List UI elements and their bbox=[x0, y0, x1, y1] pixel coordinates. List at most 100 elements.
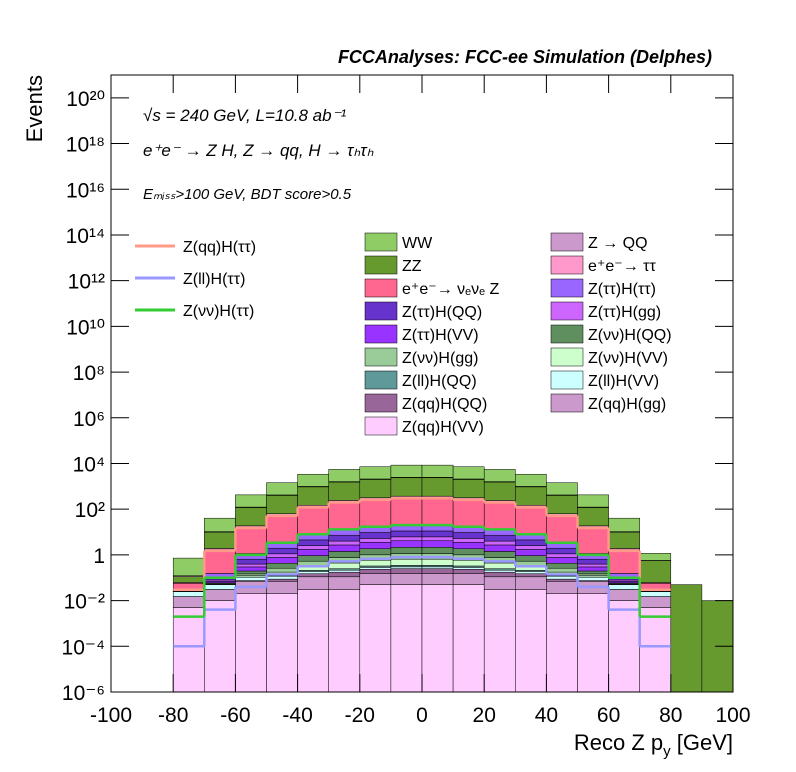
bar-segment bbox=[515, 589, 547, 693]
bar-segment bbox=[546, 562, 578, 569]
bar-segment bbox=[328, 576, 361, 590]
y-tick-label: 10¹⁸ bbox=[66, 134, 105, 157]
bar-segment bbox=[172, 607, 205, 693]
legend-label: Z(ll)H(QQ) bbox=[402, 373, 477, 390]
x-tick-label: -20 bbox=[345, 704, 375, 727]
bar-segment bbox=[483, 540, 516, 546]
bar-segment bbox=[452, 569, 485, 574]
legend-swatch bbox=[364, 232, 398, 252]
y-tick-label: 10⁴ bbox=[73, 453, 105, 476]
x-tick-label: 100 bbox=[715, 704, 750, 727]
bar-segment bbox=[390, 568, 423, 574]
bar-segment bbox=[577, 573, 609, 576]
bar-segment bbox=[297, 576, 329, 590]
bar-segment bbox=[608, 517, 640, 532]
bar-segment bbox=[515, 576, 547, 590]
bar-segment bbox=[297, 539, 329, 546]
legend-label: e⁺e⁻→ ττ bbox=[588, 258, 656, 275]
bar-segment bbox=[266, 562, 298, 569]
bar-segment bbox=[359, 538, 392, 543]
bar-segment bbox=[608, 589, 640, 601]
bar-segment bbox=[204, 589, 236, 601]
bar-segment bbox=[639, 553, 672, 561]
legend-label: Z(qq)H(QQ) bbox=[402, 396, 487, 413]
bar-segment bbox=[483, 576, 516, 590]
bar-segment bbox=[390, 464, 423, 478]
bar-segment bbox=[515, 571, 547, 574]
bar-segment bbox=[515, 506, 547, 534]
legend-label: ZZ bbox=[402, 258, 422, 275]
x-tick-label: -60 bbox=[220, 704, 250, 727]
legend-label: WW bbox=[402, 235, 433, 252]
bar-segment bbox=[328, 544, 361, 552]
y-tick-label: 10¹⁴ bbox=[66, 225, 105, 248]
bar-segment bbox=[483, 534, 516, 542]
bar-segment bbox=[483, 469, 516, 482]
bar-segment bbox=[297, 486, 329, 506]
bar-segment bbox=[359, 548, 392, 556]
bar-segment bbox=[639, 560, 672, 583]
legend-swatch bbox=[550, 255, 584, 275]
y-tick-label: 10¹² bbox=[68, 271, 105, 294]
bar-segment bbox=[328, 589, 361, 693]
legend-label: Z(νν)H(QQ) bbox=[588, 327, 672, 344]
x-tick-label: -100 bbox=[90, 704, 132, 727]
bar-segment bbox=[359, 498, 392, 527]
bar-segment bbox=[328, 501, 361, 530]
bar-segment bbox=[421, 536, 454, 542]
bar-segment bbox=[546, 547, 578, 555]
bar-segment bbox=[359, 542, 392, 549]
bar-segment bbox=[359, 479, 392, 499]
bar-segment bbox=[577, 566, 609, 572]
bar-segment bbox=[515, 573, 547, 578]
bar-segment bbox=[577, 527, 609, 554]
bar-segment bbox=[390, 566, 423, 569]
bar-segment bbox=[297, 545, 329, 550]
x-tick-label: -80 bbox=[158, 704, 188, 727]
bar-segment bbox=[390, 584, 423, 693]
bar-segment bbox=[546, 581, 578, 594]
bar-segment bbox=[266, 581, 298, 594]
bar-segment bbox=[421, 530, 454, 538]
bar-segment bbox=[577, 558, 609, 565]
bar-segment bbox=[421, 540, 454, 548]
bar-segment bbox=[577, 570, 609, 575]
legend-swatch bbox=[550, 324, 584, 344]
bar-segment bbox=[328, 569, 361, 573]
legend-label: Z(ττ)H(ττ) bbox=[588, 281, 656, 298]
bar-segment bbox=[359, 466, 392, 480]
bar-segment bbox=[483, 569, 516, 573]
legend-swatch bbox=[364, 278, 398, 298]
bar-segment bbox=[297, 473, 329, 487]
legend-label: Z(ττ)H(gg) bbox=[588, 304, 661, 321]
bar-segment bbox=[266, 553, 298, 558]
y-tick-label: 10⁶ bbox=[73, 408, 105, 431]
x-tick-label: 60 bbox=[597, 704, 620, 727]
x-label-part: [GeV] bbox=[671, 730, 733, 755]
bar-segment bbox=[452, 466, 485, 480]
chart-title: FCCAnalyses: FCC-ee Simulation (Delphes) bbox=[338, 47, 712, 67]
legend-label: Z(νν)H(gg) bbox=[402, 350, 478, 367]
legend-label: Z(qq)H(gg) bbox=[588, 396, 666, 413]
bar-segment bbox=[639, 596, 672, 608]
legend-swatch bbox=[550, 232, 584, 252]
bar-segment bbox=[390, 530, 423, 538]
bar-segment bbox=[204, 517, 236, 532]
bar-segment bbox=[483, 562, 516, 569]
bar-segment bbox=[328, 534, 361, 542]
y-tick-label: 10² bbox=[75, 499, 105, 522]
bar-segment bbox=[235, 570, 267, 575]
bar-segment bbox=[515, 549, 547, 556]
y-tick-label: 10¹⁶ bbox=[66, 179, 105, 202]
bar-segment bbox=[266, 547, 298, 555]
bar-segment bbox=[670, 584, 703, 693]
bar-segment bbox=[204, 531, 236, 549]
bar-segment bbox=[235, 507, 267, 527]
bar-segment bbox=[297, 549, 329, 556]
bar-segment bbox=[452, 498, 485, 527]
bar-segment bbox=[639, 607, 672, 693]
bar-segment bbox=[483, 551, 516, 558]
bar-segment bbox=[235, 558, 267, 565]
bar-segment bbox=[297, 573, 329, 578]
